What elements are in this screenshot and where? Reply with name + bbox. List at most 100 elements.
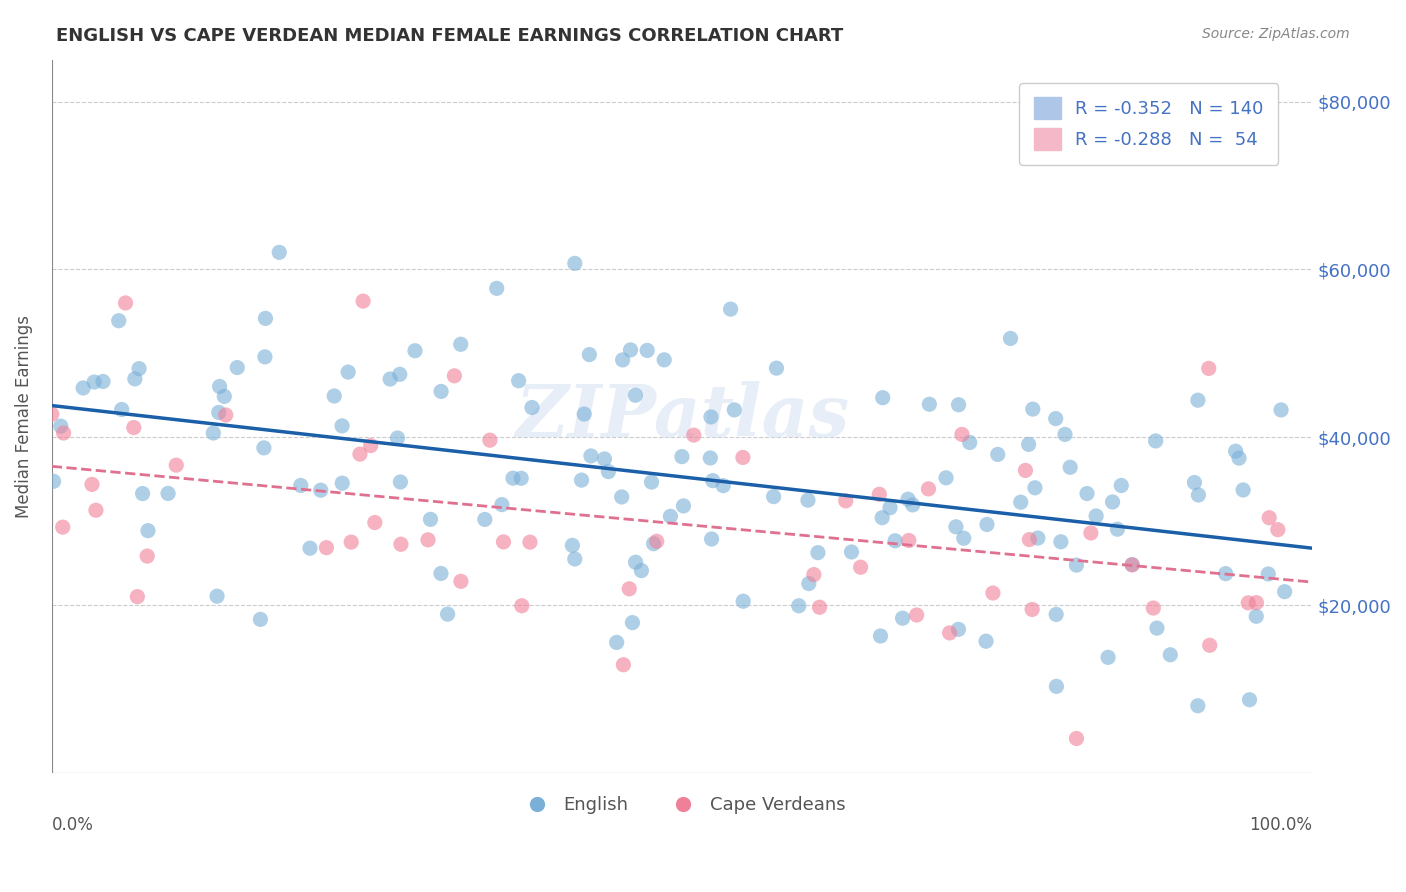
Point xyxy=(1215,566,1237,581)
Point xyxy=(416,533,439,547)
Legend: English, Cape Verdeans: English, Cape Verdeans xyxy=(512,789,853,822)
Point xyxy=(226,360,249,375)
Point xyxy=(114,296,136,310)
Point xyxy=(787,599,810,613)
Point xyxy=(803,567,825,582)
Point xyxy=(841,545,863,559)
Point xyxy=(474,512,496,526)
Point xyxy=(349,447,371,461)
Point xyxy=(1198,638,1220,652)
Point xyxy=(165,458,187,472)
Point xyxy=(652,352,675,367)
Point xyxy=(1121,558,1143,572)
Point xyxy=(1227,451,1250,466)
Point xyxy=(1187,393,1209,408)
Text: Source: ZipAtlas.com: Source: ZipAtlas.com xyxy=(1202,27,1350,41)
Point xyxy=(765,361,787,376)
Point xyxy=(869,629,891,643)
Point xyxy=(1187,488,1209,502)
Point xyxy=(987,447,1010,461)
Point xyxy=(884,533,907,548)
Point xyxy=(378,372,401,386)
Point xyxy=(1144,434,1167,448)
Point xyxy=(561,538,583,552)
Point xyxy=(593,451,616,466)
Point xyxy=(935,471,957,485)
Point xyxy=(1237,596,1260,610)
Point xyxy=(731,450,754,465)
Point xyxy=(606,635,628,649)
Point xyxy=(619,343,641,357)
Point xyxy=(323,389,346,403)
Point xyxy=(52,425,75,440)
Point xyxy=(564,552,586,566)
Point xyxy=(49,419,72,434)
Point xyxy=(1258,510,1281,524)
Point xyxy=(124,372,146,386)
Point xyxy=(492,534,515,549)
Point xyxy=(202,425,225,440)
Point xyxy=(1198,361,1220,376)
Point xyxy=(640,475,662,489)
Point xyxy=(510,599,533,613)
Point xyxy=(1053,427,1076,442)
Point xyxy=(1059,460,1081,475)
Point xyxy=(723,403,745,417)
Point xyxy=(107,314,129,328)
Point xyxy=(1239,692,1261,706)
Point xyxy=(897,533,920,548)
Point xyxy=(598,465,620,479)
Point xyxy=(508,374,530,388)
Point xyxy=(1097,650,1119,665)
Point xyxy=(269,245,291,260)
Point xyxy=(1018,437,1040,451)
Point xyxy=(571,473,593,487)
Point xyxy=(337,365,360,379)
Point xyxy=(1021,602,1043,616)
Point xyxy=(450,574,472,589)
Point xyxy=(249,612,271,626)
Point xyxy=(1274,584,1296,599)
Point xyxy=(1267,523,1289,537)
Point xyxy=(564,256,586,270)
Point xyxy=(1101,495,1123,509)
Point xyxy=(1107,522,1129,536)
Point xyxy=(1022,402,1045,417)
Point xyxy=(330,418,353,433)
Point xyxy=(682,428,704,442)
Point xyxy=(205,589,228,603)
Point xyxy=(208,405,231,419)
Point xyxy=(1085,508,1108,523)
Point xyxy=(1225,444,1247,458)
Point xyxy=(290,478,312,492)
Point xyxy=(1142,601,1164,615)
Point xyxy=(952,531,974,545)
Point xyxy=(1270,403,1292,417)
Point xyxy=(41,407,63,421)
Point xyxy=(610,490,633,504)
Point xyxy=(1045,679,1067,693)
Point xyxy=(1018,533,1040,547)
Point xyxy=(443,368,465,383)
Point xyxy=(1232,483,1254,497)
Point xyxy=(1121,558,1143,572)
Point xyxy=(136,524,159,538)
Point xyxy=(579,449,602,463)
Point xyxy=(630,564,652,578)
Point xyxy=(1080,525,1102,540)
Point xyxy=(1026,531,1049,545)
Point xyxy=(1187,698,1209,713)
Point xyxy=(450,337,472,351)
Point xyxy=(1257,566,1279,581)
Point xyxy=(519,535,541,549)
Point xyxy=(330,476,353,491)
Point xyxy=(700,532,723,546)
Point xyxy=(1050,534,1073,549)
Point xyxy=(872,391,894,405)
Point xyxy=(91,375,114,389)
Point xyxy=(1024,481,1046,495)
Point xyxy=(1109,478,1132,492)
Point xyxy=(879,500,901,515)
Point xyxy=(1244,609,1267,624)
Text: ENGLISH VS CAPE VERDEAN MEDIAN FEMALE EARNINGS CORRELATION CHART: ENGLISH VS CAPE VERDEAN MEDIAN FEMALE EA… xyxy=(56,27,844,45)
